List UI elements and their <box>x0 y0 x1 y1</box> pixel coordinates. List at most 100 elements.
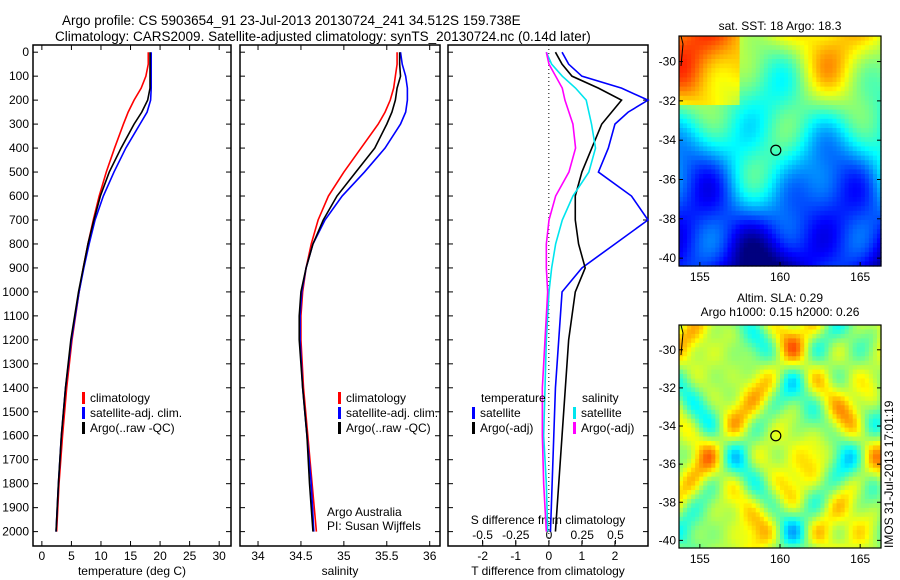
map-cell <box>707 472 712 478</box>
map-cell <box>723 467 729 473</box>
map-cell <box>711 95 716 101</box>
map-cell <box>840 243 846 249</box>
map-cell <box>735 238 741 244</box>
map-cell <box>703 49 708 55</box>
map-cell <box>836 233 842 239</box>
map-cell <box>687 436 692 442</box>
map-cell <box>731 432 737 438</box>
map-cell <box>800 118 805 124</box>
map-cell <box>763 36 769 42</box>
map-cell <box>844 261 850 267</box>
map-cell <box>735 481 741 487</box>
map-cell <box>703 91 708 97</box>
map-cell <box>755 169 761 175</box>
map-cell <box>856 174 862 180</box>
map-cell <box>759 252 765 258</box>
map-cell <box>824 490 830 496</box>
map-cell <box>816 132 821 138</box>
map-cell <box>844 400 850 406</box>
map-cell <box>780 229 785 235</box>
map-cell <box>808 59 813 65</box>
map-cell <box>731 481 737 487</box>
map-cell <box>763 391 769 397</box>
map-cell <box>695 347 700 353</box>
map-cell <box>796 105 801 111</box>
map-cell <box>683 530 688 536</box>
map-cell <box>771 539 777 545</box>
map-cell <box>840 338 846 344</box>
map-cell <box>731 95 737 101</box>
map-cell <box>856 378 862 384</box>
map-cell <box>703 534 708 540</box>
map-cell <box>808 49 813 55</box>
map-cell <box>844 155 850 161</box>
map-cell <box>876 215 882 221</box>
map-cell <box>824 215 830 221</box>
map-cell <box>784 374 789 380</box>
map-cell <box>832 365 838 371</box>
map-cell <box>852 123 858 129</box>
map-cell <box>788 192 793 198</box>
map-cell <box>796 516 801 522</box>
map-cell <box>876 174 882 180</box>
map-cell <box>804 206 809 212</box>
map-cell <box>695 192 700 198</box>
map-cell <box>844 490 850 496</box>
map-cell <box>719 503 725 509</box>
map-cell <box>836 360 842 366</box>
map-cell <box>840 325 846 331</box>
map-cell <box>703 86 708 92</box>
map-cell <box>780 201 785 207</box>
map-cell <box>767 105 773 111</box>
map-cell <box>852 378 858 384</box>
map-cell <box>739 396 745 402</box>
map-cell <box>759 224 765 230</box>
map-cell <box>808 498 813 504</box>
map-cell <box>747 164 753 170</box>
map-cell <box>852 72 858 78</box>
map-cell <box>864 151 870 157</box>
map-cell <box>767 333 773 339</box>
map-cell <box>723 238 729 244</box>
map-cell <box>747 63 753 69</box>
map-cell <box>780 414 785 420</box>
map-cell <box>848 458 854 464</box>
map-cell <box>840 329 846 335</box>
map-cell <box>715 418 720 424</box>
map-cell <box>727 467 733 473</box>
map-cell <box>780 534 785 540</box>
map-cell <box>683 507 688 513</box>
map-cell <box>739 436 745 442</box>
map-cell <box>715 347 720 353</box>
map-cell <box>731 374 737 380</box>
map-cell <box>816 543 821 549</box>
map-cell <box>711 445 716 451</box>
map-cell <box>804 169 809 175</box>
map-cell <box>747 534 753 540</box>
map-cell <box>820 86 826 92</box>
map-cell <box>695 169 700 175</box>
map-cell <box>751 169 757 175</box>
map-cell <box>796 494 801 500</box>
map-cell <box>727 378 733 384</box>
map-cell <box>784 63 789 69</box>
map-cell <box>735 432 741 438</box>
map-cell <box>848 224 854 230</box>
map-cell <box>788 220 793 226</box>
map-cell <box>872 77 878 83</box>
map-cell <box>808 137 813 143</box>
map-cell <box>687 109 692 115</box>
map-cell <box>800 543 805 549</box>
map-cell <box>771 247 777 253</box>
map-cell <box>840 476 846 482</box>
map-cell <box>731 423 737 429</box>
map-cell <box>856 187 862 193</box>
map-cell <box>775 539 781 545</box>
map-cell <box>792 59 797 65</box>
map-cell <box>739 155 745 161</box>
map-cell <box>812 109 817 115</box>
map-cell <box>707 229 712 235</box>
map-cell <box>755 409 761 415</box>
map-cell <box>743 365 749 371</box>
map-cell <box>780 405 785 411</box>
